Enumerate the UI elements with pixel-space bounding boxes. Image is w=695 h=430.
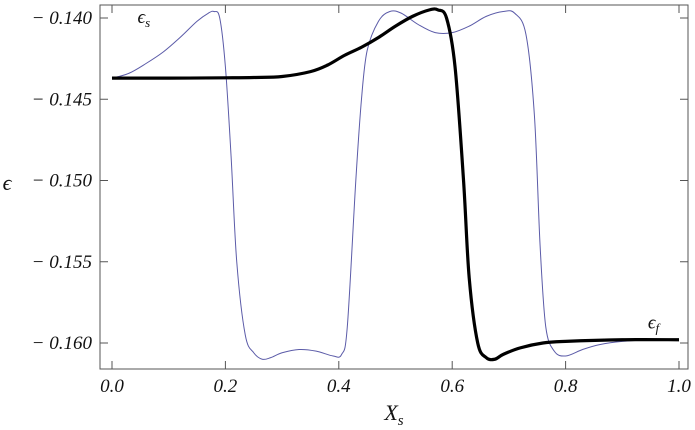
- series-layer: [111, 7, 680, 362]
- y-axis-title: ϵ: [3, 170, 13, 195]
- x-tick-label: 0.2: [214, 376, 238, 397]
- y-tick-label: − 0.140: [32, 8, 93, 29]
- x-tick-label: 1.0: [667, 376, 691, 397]
- series-line-epsilon-f: [111, 7, 680, 362]
- y-tick-label: − 0.150: [32, 171, 93, 192]
- series-label-epsilon-s: ϵs: [138, 7, 151, 30]
- plot-frame: [99, 4, 689, 370]
- x-axis-ticks: 0.0 0.2 0.4 0.6 0.8 1.0: [100, 5, 691, 397]
- y-tick-label: − 0.145: [32, 89, 92, 110]
- series-line-epsilon-s: [111, 10, 680, 360]
- y-axis-ticks: − 0.140 − 0.145 − 0.150 − 0.155 − 0.160: [32, 8, 688, 354]
- y-tick-label: − 0.160: [32, 333, 93, 354]
- x-tick-label: 0.6: [440, 376, 464, 397]
- y-tick-label: − 0.155: [32, 252, 92, 273]
- x-tick-label: 0.4: [327, 376, 351, 397]
- x-axis-title: Xs: [383, 400, 403, 429]
- x-tick-label: 0.0: [100, 376, 124, 397]
- x-tick-label: 0.8: [554, 376, 578, 397]
- series-labels: ϵs ϵf: [138, 7, 662, 336]
- series-label-epsilon-f: ϵf: [648, 312, 662, 335]
